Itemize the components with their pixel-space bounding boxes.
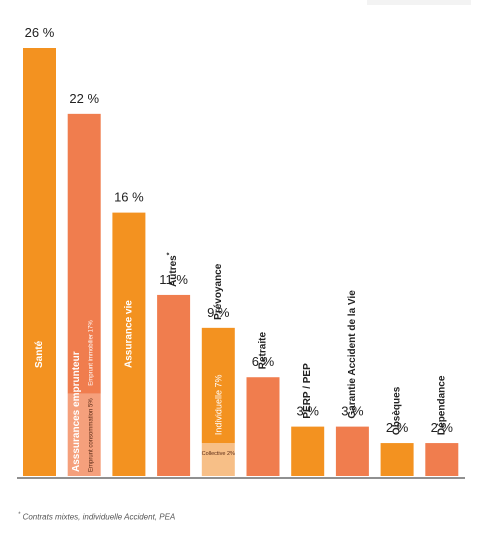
bar-obseques (380, 443, 414, 476)
bar-assurance-vie (112, 212, 146, 476)
value-label-obseques: 2 % (386, 420, 409, 435)
category-label-obseques: Obsèques (392, 386, 403, 435)
bar-sante (23, 48, 56, 476)
segment-label-emprunt-consommation-5: Emprunt consommation 5% (89, 398, 95, 472)
bar-prevoyance-segment-2 (201, 327, 235, 444)
category-label-asssurances-emprunteur: Asssurances emprunteur (71, 351, 82, 472)
category-label-autres: Autres* (167, 252, 180, 287)
category-label-retraite: Retraite (258, 332, 269, 370)
category-label-sante: Santé (34, 340, 45, 368)
category-label-dependance: Dépendance (436, 375, 447, 435)
segment-label-emprunt-immobilier-17: Emprunt immobilier 17% (89, 320, 95, 386)
bar-garantie-accident-de-la-vie (335, 426, 369, 476)
value-label-assurance-vie: 16 % (114, 190, 144, 205)
footnote-marker: * (18, 512, 21, 518)
segment-label-collective-2: Collective 2% (202, 451, 235, 457)
bar-asssurances-emprunteur-segment-2 (67, 113, 101, 394)
bar-retraite (246, 377, 280, 476)
value-label-dependance: 2 % (431, 420, 454, 435)
bar-dependance (425, 443, 459, 476)
value-label-autres: 11 % (159, 272, 188, 287)
value-label-perp-pep: 3 % (296, 404, 319, 419)
bar-perp-pep (291, 426, 325, 476)
bar-autres (157, 294, 191, 476)
bar-prevoyance-segment-1 (201, 443, 235, 476)
bar-asssurances-emprunteur-segment-1 (67, 393, 101, 476)
value-label-retraite: 6 % (252, 354, 275, 369)
value-label-sante: 26 % (25, 25, 55, 40)
value-label-asssurances-emprunteur: 22 % (69, 91, 99, 106)
category-label-prevoyance: Prévoyance (213, 263, 224, 320)
category-label-garantie-accident-de-la-vie: Garantie Accident de la Vie (347, 290, 358, 419)
header-box (367, 0, 471, 5)
value-label-prevoyance: 9 % (207, 305, 230, 320)
footnote-text: Contrats mixtes, individuelle Accident, … (22, 512, 176, 522)
footnote: * Contrats mixtes, individuelle Accident… (18, 512, 175, 522)
category-label-assurance-vie: Assurance vie (123, 300, 134, 368)
value-label-garantie-accident-de-la-vie: 3 % (341, 404, 364, 419)
category-label-perp-pep: PERP / PEP (302, 363, 313, 419)
segment-label-individuelle-7: Individuelle 7% (213, 375, 223, 436)
